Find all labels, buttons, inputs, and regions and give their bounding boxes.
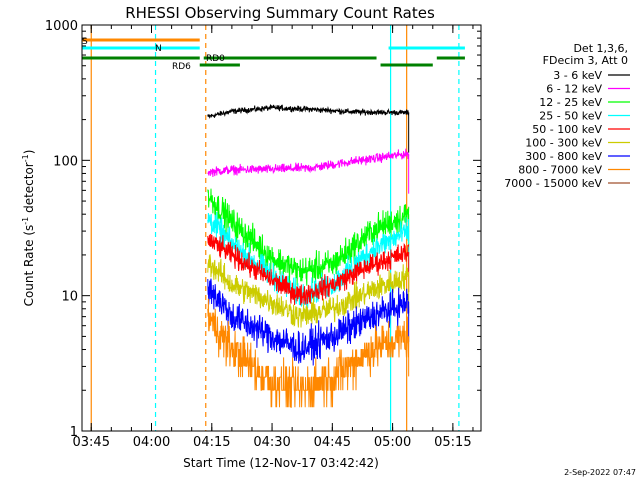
flag-label-n: N	[155, 44, 162, 54]
legend-label-12-25-kev: 12 - 25 keV	[539, 96, 602, 109]
legend-label-7000-15000-kev: 7000 - 15000 keV	[504, 177, 602, 190]
x-tick-label: 04:15	[193, 435, 230, 450]
x-tick-label: 03:45	[73, 435, 110, 450]
x-tick-label: 04:45	[314, 435, 351, 450]
legend-label-6-12-kev: 6 - 12 keV	[546, 83, 602, 96]
legend-label-800-7000-kev: 800 - 7000 keV	[518, 164, 602, 177]
y-axis-label: Count Rate (s-1 detector-1)	[21, 150, 36, 307]
legend-header-line: Det 1,3,6,	[573, 42, 628, 55]
series-group	[207, 104, 410, 408]
y-axis-ticks: 1 10 100 1000	[45, 19, 481, 440]
x-tick-label: 05:15	[434, 435, 471, 450]
series-line-12-25-kev	[207, 188, 410, 286]
flag-label-s: S	[82, 37, 88, 47]
x-tick-label: 04:30	[253, 435, 290, 450]
chart-title: RHESSI Observing Summary Count Rates	[125, 4, 435, 22]
series-line-6-12-kev	[207, 148, 410, 178]
series-line-100-300-kev	[207, 254, 410, 328]
flag-bars: S N RD0 RD6	[82, 37, 465, 72]
flag-label-rd0: RD0	[206, 54, 225, 64]
series-line-800-7000-kev	[207, 298, 410, 408]
footer-date: 2-Sep-2022 07:47	[564, 468, 636, 477]
legend-label-300-800-kev: 300 - 800 keV	[525, 150, 602, 163]
legend-header-line: FDecim 3, Att 0	[543, 54, 628, 67]
legend-label-50-100-kev: 50 - 100 keV	[532, 123, 602, 136]
series-line-3-6-kev	[207, 104, 410, 119]
y-tick-label: 10	[61, 290, 78, 305]
x-axis-label: Start Time (12-Nov-17 03:42:42)	[183, 456, 379, 470]
flag-label-rd6: RD6	[172, 62, 191, 72]
legend-label-100-300-kev: 100 - 300 keV	[525, 137, 602, 150]
series-line-300-800-kev	[207, 278, 410, 366]
legend-label-25-50-kev: 25 - 50 keV	[539, 110, 602, 123]
plot-frame	[81, 24, 482, 432]
y-tick-label: 1	[70, 425, 78, 440]
x-tick-label: 05:00	[374, 435, 411, 450]
y-tick-label: 100	[53, 154, 78, 169]
legend-label-3-6-kev: 3 - 6 keV	[553, 69, 602, 82]
series-line-50-100-kev	[207, 233, 410, 306]
x-axis-ticks: 03:45 04:00 04:15 04:30 04:45 05:00 05:15	[73, 25, 474, 450]
y-tick-label: 1000	[45, 19, 78, 34]
x-tick-label: 04:00	[133, 435, 170, 450]
